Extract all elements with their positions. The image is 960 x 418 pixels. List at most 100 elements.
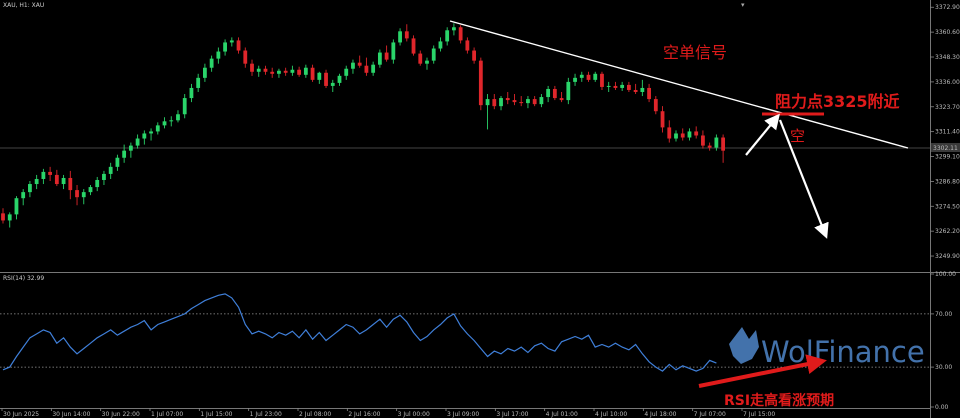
candle xyxy=(68,170,73,200)
watermark-brand: WolFinance xyxy=(761,335,925,369)
candle xyxy=(653,96,658,115)
candle xyxy=(324,69,328,88)
candle-body xyxy=(431,48,436,61)
candle xyxy=(236,37,241,54)
symbol-label: XAU, H1: XAU xyxy=(3,2,44,9)
candle xyxy=(263,65,268,75)
resistance-annotation: 阻力点3325附近 xyxy=(775,92,900,111)
candle-body xyxy=(526,99,530,104)
candle-body xyxy=(593,73,598,80)
candle xyxy=(162,117,167,129)
candle xyxy=(115,154,120,171)
price-tick-label: 3249.90 xyxy=(935,253,960,260)
candle-body xyxy=(613,85,618,88)
rsi-label: RSI(14) 32.99 xyxy=(3,275,44,282)
candle-body xyxy=(34,178,39,185)
candle-body xyxy=(142,133,147,139)
candle-body xyxy=(377,52,382,65)
candle xyxy=(209,55,214,72)
candle xyxy=(384,45,389,62)
candle-body xyxy=(546,88,551,98)
price-tick-label: 3262.20 xyxy=(935,228,960,235)
candle-body xyxy=(182,98,187,115)
price-tick-label: 3299.10 xyxy=(935,154,960,161)
candle-body xyxy=(701,135,705,146)
time-tick-label: 2 Jul 16:00 xyxy=(348,411,380,418)
candle xyxy=(613,81,618,90)
price-tick-label: 3323.70 xyxy=(935,104,960,111)
candle-body xyxy=(714,137,719,148)
candle-body xyxy=(425,60,429,64)
candle xyxy=(600,71,604,90)
candle-body xyxy=(189,87,194,99)
candle-body xyxy=(122,150,127,158)
candle-body xyxy=(586,74,591,80)
candle xyxy=(317,71,322,84)
candle xyxy=(142,130,147,145)
candle-body xyxy=(707,145,712,148)
candle-body xyxy=(263,68,268,72)
candle-body xyxy=(667,127,672,139)
candle-body xyxy=(115,157,120,167)
candle xyxy=(633,83,638,95)
candle xyxy=(579,71,584,82)
candle xyxy=(61,174,66,190)
rsi-tick-label: 0.00 xyxy=(935,404,949,411)
candle xyxy=(694,126,699,139)
candle xyxy=(418,50,423,66)
candle-body xyxy=(48,171,53,175)
candle xyxy=(54,169,59,187)
time-tick-label: 3 Jul 09:00 xyxy=(447,411,479,418)
price-tick-label: 3372.90 xyxy=(935,4,960,11)
candle xyxy=(411,35,416,56)
candle xyxy=(344,65,349,80)
candle xyxy=(364,57,369,76)
time-tick-label: 30 Jun 22:00 xyxy=(102,411,140,418)
candle-body xyxy=(566,81,571,101)
candle-body xyxy=(694,131,699,136)
time-tick-label: 4 Jul 01:00 xyxy=(546,411,578,418)
candle xyxy=(377,49,382,68)
candle xyxy=(330,79,335,92)
candle xyxy=(169,116,174,127)
candle-body xyxy=(344,68,349,76)
candle xyxy=(647,83,651,103)
candle-body xyxy=(452,27,456,31)
candle-body xyxy=(337,75,342,83)
candle-body xyxy=(573,77,577,82)
candle-body xyxy=(640,87,645,92)
candle-body xyxy=(236,40,241,51)
candle-body xyxy=(21,192,26,199)
candle xyxy=(277,68,281,78)
price-tick-label: 3286.80 xyxy=(935,178,960,185)
candle xyxy=(256,65,261,77)
candle xyxy=(452,23,456,36)
candle xyxy=(707,142,712,151)
candle-body xyxy=(68,177,73,191)
candle xyxy=(404,24,409,42)
candle xyxy=(270,67,275,78)
candle xyxy=(680,128,685,141)
candle-body xyxy=(256,68,261,72)
time-tick-label: 30 Jun 14:00 xyxy=(52,411,90,418)
price-tick-label: 3348.30 xyxy=(935,54,960,61)
candle-body xyxy=(1,213,5,221)
candle xyxy=(593,71,598,82)
time-tick-label: 7 Jul 15:00 xyxy=(743,411,775,418)
candle xyxy=(75,185,79,206)
candle-body xyxy=(7,214,12,221)
candle-body xyxy=(579,74,584,78)
short-annotation: 空 xyxy=(790,127,805,145)
candle xyxy=(626,81,631,92)
candle-body xyxy=(330,82,335,86)
candle-body xyxy=(458,27,463,41)
candle-body xyxy=(95,179,100,188)
candle-body xyxy=(384,52,389,60)
candle xyxy=(499,96,503,111)
rsi-series xyxy=(2,293,717,372)
candle-body xyxy=(559,98,564,101)
menu-caret-icon[interactable]: ▾ xyxy=(741,1,745,9)
candle-body xyxy=(626,84,631,90)
candle-body xyxy=(162,121,167,126)
